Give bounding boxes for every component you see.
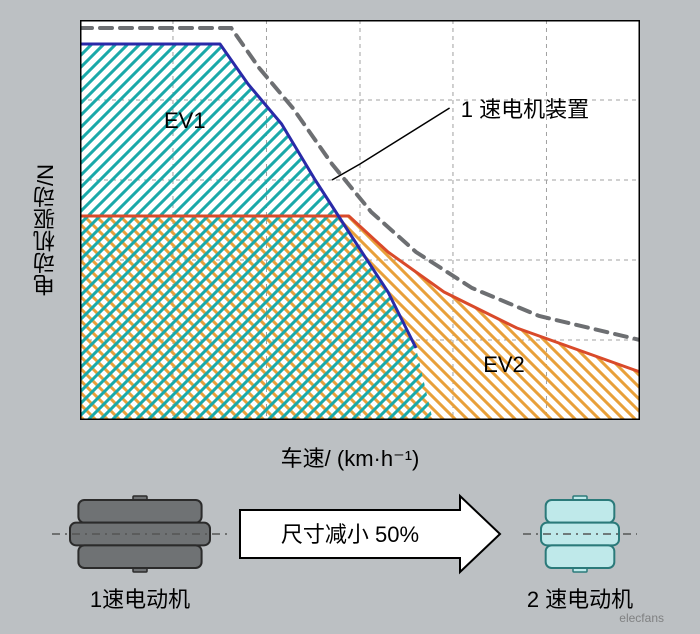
motor2-label: 2 速电动机 bbox=[520, 582, 640, 614]
region-label-ev1: EV1 bbox=[164, 108, 206, 134]
lower-diagram: 尺寸减小 50% 1速电动机 2 速电动机 elecfans bbox=[30, 479, 670, 629]
region-label-ev2: EV2 bbox=[483, 352, 525, 378]
chart-container: 电动机驱动/N 车速/ (km·h⁻¹) 1 速电机装置 EV1 EV2 bbox=[40, 20, 660, 439]
callout-1speed: 1 速电机装置 bbox=[461, 92, 589, 124]
watermark: elecfans bbox=[619, 611, 664, 625]
y-axis-label: 电动机驱动/N bbox=[30, 164, 62, 296]
x-axis-label: 车速/ (km·h⁻¹) bbox=[281, 441, 420, 473]
chart-svg bbox=[80, 20, 640, 420]
motor1-label: 1速电动机 bbox=[80, 582, 200, 614]
svg-text:尺寸减小 50%: 尺寸减小 50% bbox=[281, 522, 419, 547]
